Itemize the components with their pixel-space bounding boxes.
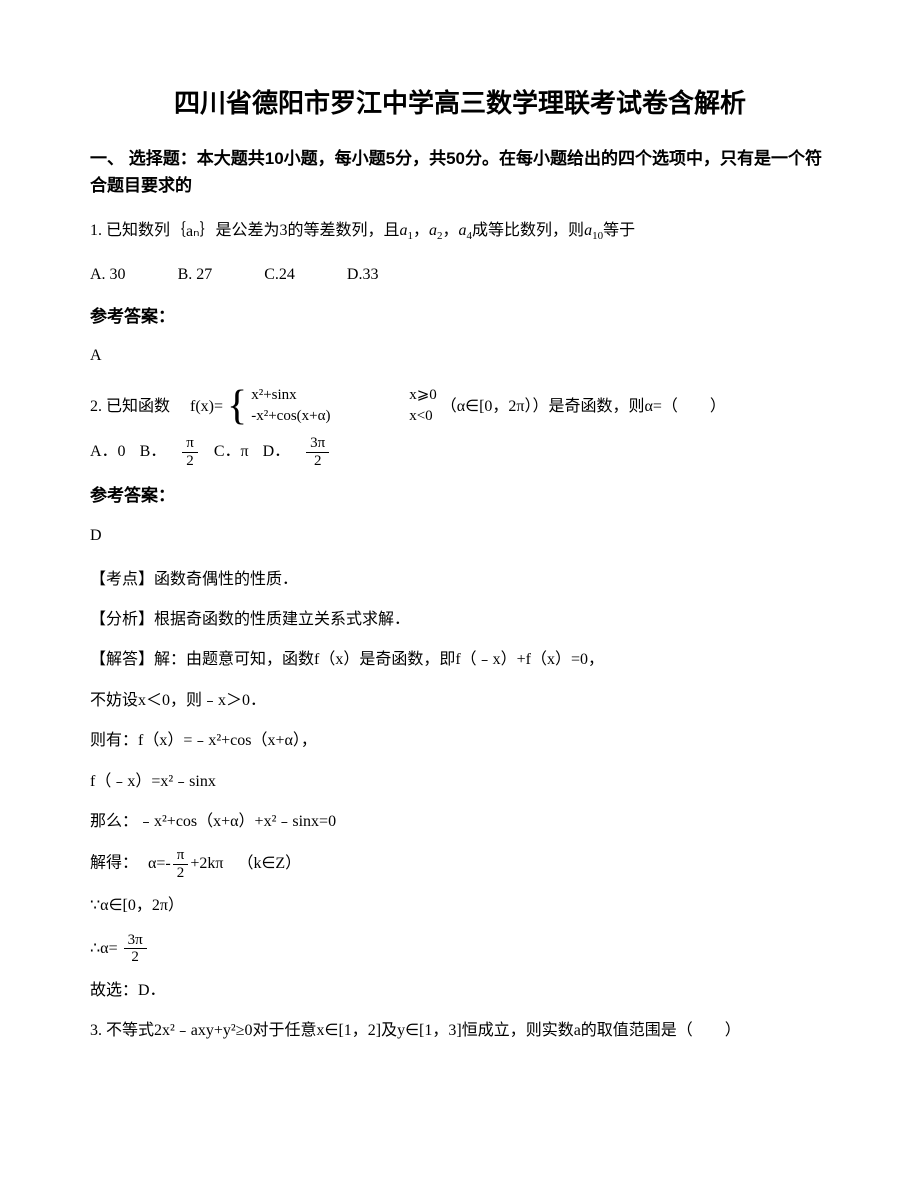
q1-a10: a <box>584 222 592 239</box>
q1-tail: 等于 <box>603 222 635 239</box>
q2-sol-8-alpha: α=- <box>148 849 171 879</box>
q2-sol-10-num: 3π <box>124 932 147 950</box>
q1-opt-d: D.33 <box>347 266 379 283</box>
q1-a1: a <box>400 222 408 239</box>
q1-a4: a <box>459 222 467 239</box>
question-2: 2. 已知函数 f(x)= { x²+sinx x⩾0 -x²+cos(x+α)… <box>90 385 830 427</box>
q2-sol-8-mid: +2kπ <box>190 849 223 879</box>
q2-sol-5: 则有：f（x）=﹣x²+cos（x+α）， <box>90 726 830 756</box>
q2-opt-b-num: π <box>182 435 198 453</box>
q1-s10: 10 <box>592 230 603 242</box>
q2-case2: -x²+cos(x+α) x<0 <box>251 406 437 427</box>
q2-opt-b-den: 2 <box>182 453 198 470</box>
q2-sol-10-frac: 3π 2 <box>124 932 147 966</box>
q2-brace: { <box>227 385 247 427</box>
q1-options: A. 30 B. 27 C.24 D.33 <box>90 261 830 290</box>
q2-sol-6: f（﹣x）=x²﹣sinx <box>90 767 830 797</box>
q1-c1: ， <box>413 222 429 239</box>
q2-sol-1: 【考点】函数奇偶性的性质． <box>90 565 830 595</box>
q2-case2-expr: -x²+cos(x+α) <box>251 406 381 427</box>
q1-prefix: 1. 已知数列｛ <box>90 222 186 239</box>
q2-case1-expr: x²+sinx <box>251 385 381 406</box>
q2-case1-cond: x⩾0 <box>409 385 437 406</box>
q2-opt-b-frac: π 2 <box>182 435 198 469</box>
q2-sol-8-pre: 解得： <box>90 855 138 872</box>
q2-sol-10-den: 2 <box>127 949 143 966</box>
q2-answer: D <box>90 522 830 551</box>
section-header-text: 选择题：本大题共10小题，每小题5分，共50分。在每小题给出的四个选项中，只有是… <box>90 149 822 195</box>
q1-answer: A <box>90 342 830 371</box>
page-title: 四川省德阳市罗江中学高三数学理联考试卷含解析 <box>90 80 830 127</box>
q2-options: A．0 B． π 2 C．π D． 3π 2 <box>90 435 830 469</box>
q1-after: 成等比数列，则 <box>472 222 584 239</box>
q2-sol-7: 那么：﹣x²+cos（x+α）+x²﹣sinx=0 <box>90 807 830 837</box>
q2-sol-10-pre: ∴α= <box>90 940 118 957</box>
q2-piecewise: { x²+sinx x⩾0 -x²+cos(x+α) x<0 <box>227 385 437 427</box>
q2-sol-4: 不妨设x＜0，则﹣x＞0． <box>90 686 830 716</box>
question-1: 1. 已知数列｛aₙ｝是公差为3的等差数列，且a1，a2，a4成等比数列，则a1… <box>90 213 830 249</box>
q2-sol-2: 【分析】根据奇函数的性质建立关系式求解． <box>90 605 830 635</box>
q1-middle: ｝是公差为3的等差数列，且 <box>200 222 400 239</box>
q2-sol-8-frac: π 2 <box>173 847 189 881</box>
q2-sol-3: 【解答】解：由题意可知，函数f（x）是奇函数，即f（﹣x）+f（x）=0， <box>90 645 830 675</box>
question-3: 3. 不等式2x²﹣axy+y²≥0对于任意x∈[1，2]及y∈[1，3]恒成立… <box>90 1016 830 1046</box>
q2-sol-8-suf: （k∈Z） <box>237 855 301 872</box>
q2-case1: x²+sinx x⩾0 <box>251 385 437 406</box>
section-header: 一、 选择题：本大题共10小题，每小题5分，共50分。在每小题给出的四个选项中，… <box>90 145 830 199</box>
q1-an: aₙ <box>186 214 199 249</box>
section-header-num: 一、 <box>90 149 124 168</box>
answer-header-1: 参考答案： <box>90 302 830 333</box>
q2-cases: x²+sinx x⩾0 -x²+cos(x+α) x<0 <box>251 385 437 427</box>
q1-opt-b: B. 27 <box>178 266 213 283</box>
q2-suffix: （α∈[0，2π））是奇函数，则α=（ ） <box>441 389 726 424</box>
q2-opt-b-label: B． <box>140 438 167 467</box>
q2-opt-c: C．π <box>214 438 249 467</box>
q1-a2: a <box>429 222 437 239</box>
q2-sol-10: ∴α= 3π 2 <box>90 932 830 966</box>
q1-c2: ， <box>443 222 459 239</box>
q2-sol-8: 解得： α=- π 2 +2kπ （k∈Z） <box>90 847 830 881</box>
q1-opt-c: C.24 <box>264 266 295 283</box>
q2-opt-d-frac: 3π 2 <box>306 435 329 469</box>
answer-header-2: 参考答案： <box>90 481 830 512</box>
q2-sol-8-num: π <box>173 847 189 865</box>
q2-opt-d-num: 3π <box>306 435 329 453</box>
q2-prefix: 2. 已知函数 <box>90 389 170 424</box>
q2-sol-9: ∵α∈[0，2π） <box>90 891 830 921</box>
q2-opt-d-den: 2 <box>310 453 326 470</box>
q2-sol-8-den: 2 <box>173 865 189 882</box>
q2-opt-d-label: D． <box>263 438 291 467</box>
q2-fx: f(x)= <box>190 389 223 424</box>
q1-opt-a: A. 30 <box>90 266 126 283</box>
q2-opt-a: A．0 <box>90 438 126 467</box>
q2-sol-11: 故选：D． <box>90 976 830 1006</box>
q2-case2-cond: x<0 <box>409 406 432 427</box>
